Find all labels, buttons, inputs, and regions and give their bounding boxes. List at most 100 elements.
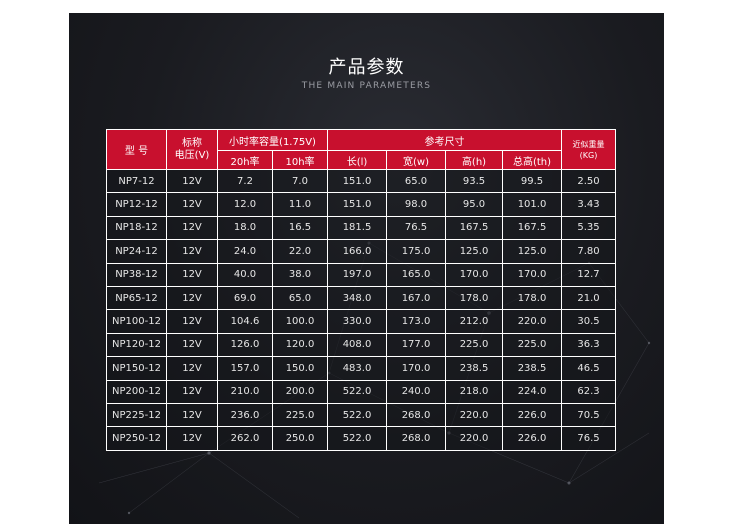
cell-width: 268.0 [386, 402, 447, 428]
cell-capacity-10h: 22.0 [271, 239, 329, 264]
cell-capacity-20h: 210.0 [217, 379, 273, 404]
cell-total-height: 170.0 [502, 262, 563, 287]
header-capacity-10h: 10h率 [271, 150, 329, 170]
cell-height: 167.5 [445, 215, 504, 241]
cell-capacity-10h: 120.0 [271, 332, 329, 358]
cell-total-height: 99.5 [502, 168, 563, 194]
cell-weight: 3.43 [561, 192, 617, 217]
cell-capacity-20h: 104.6 [217, 309, 273, 334]
table-row: NP120-12 12V 126.0 120.0 408.0 177.0 225.0 225.… [106, 332, 617, 358]
table-header: 型 号 标称 电压(V) 小时率容量(1.75V) 参考尺寸 近似重量 (KG)… [106, 129, 617, 170]
table-row: NP150-12 12V 157.0 150.0 483.0 170.0 238.5 238.… [106, 356, 617, 381]
cell-width: 268.0 [386, 426, 447, 451]
header-voltage: 标称 电压(V) [166, 129, 218, 170]
cell-capacity-10h: 250.0 [271, 426, 329, 451]
cell-capacity-20h: 7.2 [217, 168, 273, 194]
cell-weight: 62.3 [561, 379, 617, 404]
cell-capacity-10h: 11.0 [271, 192, 329, 217]
header-capacity: 小时率容量(1.75V) [216, 129, 329, 151]
cell-voltage: 12V [166, 168, 218, 194]
cell-length: 483.0 [327, 356, 388, 381]
cell-model: NP38-12 [106, 262, 167, 287]
cell-voltage: 12V [166, 379, 218, 404]
cell-total-height: 226.0 [502, 402, 563, 428]
cell-weight: 36.3 [561, 332, 617, 358]
cell-voltage: 12V [166, 332, 218, 358]
table-row: NP24-12 12V 24.0 22.0 166.0 175.0 125.0 125.0 7.… [106, 239, 617, 264]
cell-weight: 46.5 [561, 356, 617, 381]
cell-capacity-20h: 262.0 [217, 426, 273, 451]
cell-capacity-20h: 157.0 [217, 356, 273, 381]
cell-weight: 76.5 [561, 426, 617, 451]
table-row: NP7-12 12V 7.2 7.0 151.0 65.0 93.5 99.5 2.50 [106, 168, 617, 194]
cell-voltage: 12V [166, 262, 218, 287]
table-body: NP7-12 12V 7.2 7.0 151.0 65.0 93.5 99.5 2.50 NP12… [106, 168, 617, 451]
cell-width: 76.5 [386, 215, 447, 241]
header-width: 宽(w) [386, 150, 447, 170]
header-weight-line2: (KG) [579, 150, 598, 160]
cell-total-height: 238.5 [502, 356, 563, 381]
cell-capacity-20h: 69.0 [217, 285, 273, 311]
cell-height: 95.0 [445, 192, 504, 217]
table-row: NP100-12 12V 104.6 100.0 330.0 173.0 212.0 220.… [106, 309, 617, 334]
cell-model: NP18-12 [106, 215, 167, 241]
cell-model: NP12-12 [106, 192, 167, 217]
cell-length: 522.0 [327, 379, 388, 404]
cell-capacity-10h: 200.0 [271, 379, 329, 404]
cell-capacity-10h: 150.0 [271, 356, 329, 381]
cell-model: NP200-12 [106, 379, 167, 404]
cell-voltage: 12V [166, 285, 218, 311]
cell-width: 173.0 [386, 309, 447, 334]
cell-total-height: 225.0 [502, 332, 563, 358]
cell-capacity-10h: 225.0 [271, 402, 329, 428]
cell-length: 522.0 [327, 402, 388, 428]
cell-total-height: 178.0 [502, 285, 563, 311]
table-row: NP18-12 12V 18.0 16.5 181.5 76.5 167.5 167.5 5.3… [106, 215, 617, 241]
header-length: 长(l) [327, 150, 388, 170]
cell-height: 225.0 [445, 332, 504, 358]
cell-width: 175.0 [386, 239, 447, 264]
cell-model: NP120-12 [106, 332, 167, 358]
cell-voltage: 12V [166, 356, 218, 381]
cell-height: 218.0 [445, 379, 504, 404]
cell-height: 220.0 [445, 426, 504, 451]
cell-height: 212.0 [445, 309, 504, 334]
cell-capacity-20h: 18.0 [217, 215, 273, 241]
table-row: NP12-12 12V 12.0 11.0 151.0 98.0 95.0 101.0 3.43 [106, 192, 617, 217]
cell-voltage: 12V [166, 309, 218, 334]
cell-model: NP150-12 [106, 356, 167, 381]
header-model: 型 号 [106, 129, 167, 170]
table-row: NP65-12 12V 69.0 65.0 348.0 167.0 178.0 178.0 21… [106, 285, 617, 311]
parameters-panel: 产品参数 THE MAIN PARAMETERS 型 号 标称 电压(V) 小时… [69, 13, 664, 524]
cell-height: 238.5 [445, 356, 504, 381]
parameters-table: 型 号 标称 电压(V) 小时率容量(1.75V) 参考尺寸 近似重量 (KG)… [106, 129, 617, 451]
cell-width: 165.0 [386, 262, 447, 287]
cell-weight: 5.35 [561, 215, 617, 241]
cell-width: 98.0 [386, 192, 447, 217]
table-row: NP225-12 12V 236.0 225.0 522.0 268.0 220.0 226.… [106, 402, 617, 428]
cell-model: NP65-12 [106, 285, 167, 311]
cell-model: NP24-12 [106, 239, 167, 264]
cell-total-height: 224.0 [502, 379, 563, 404]
cell-length: 151.0 [327, 168, 388, 194]
cell-weight: 21.0 [561, 285, 617, 311]
cell-length: 197.0 [327, 262, 388, 287]
cell-capacity-10h: 65.0 [271, 285, 329, 311]
header-voltage-line1: 标称 [182, 137, 202, 149]
page-subtitle: THE MAIN PARAMETERS [301, 81, 432, 91]
header-dimensions: 参考尺寸 [327, 129, 563, 151]
cell-width: 65.0 [386, 168, 447, 194]
cell-length: 522.0 [327, 426, 388, 451]
cell-length: 166.0 [327, 239, 388, 264]
page-title: 产品参数 [328, 57, 405, 78]
cell-weight: 70.5 [561, 402, 617, 428]
cell-length: 151.0 [327, 192, 388, 217]
cell-height: 220.0 [445, 402, 504, 428]
cell-model: NP7-12 [106, 168, 167, 194]
cell-length: 181.5 [327, 215, 388, 241]
cell-total-height: 125.0 [502, 239, 563, 264]
cell-width: 170.0 [386, 356, 447, 381]
cell-width: 167.0 [386, 285, 447, 311]
cell-capacity-20h: 12.0 [217, 192, 273, 217]
cell-capacity-20h: 40.0 [217, 262, 273, 287]
